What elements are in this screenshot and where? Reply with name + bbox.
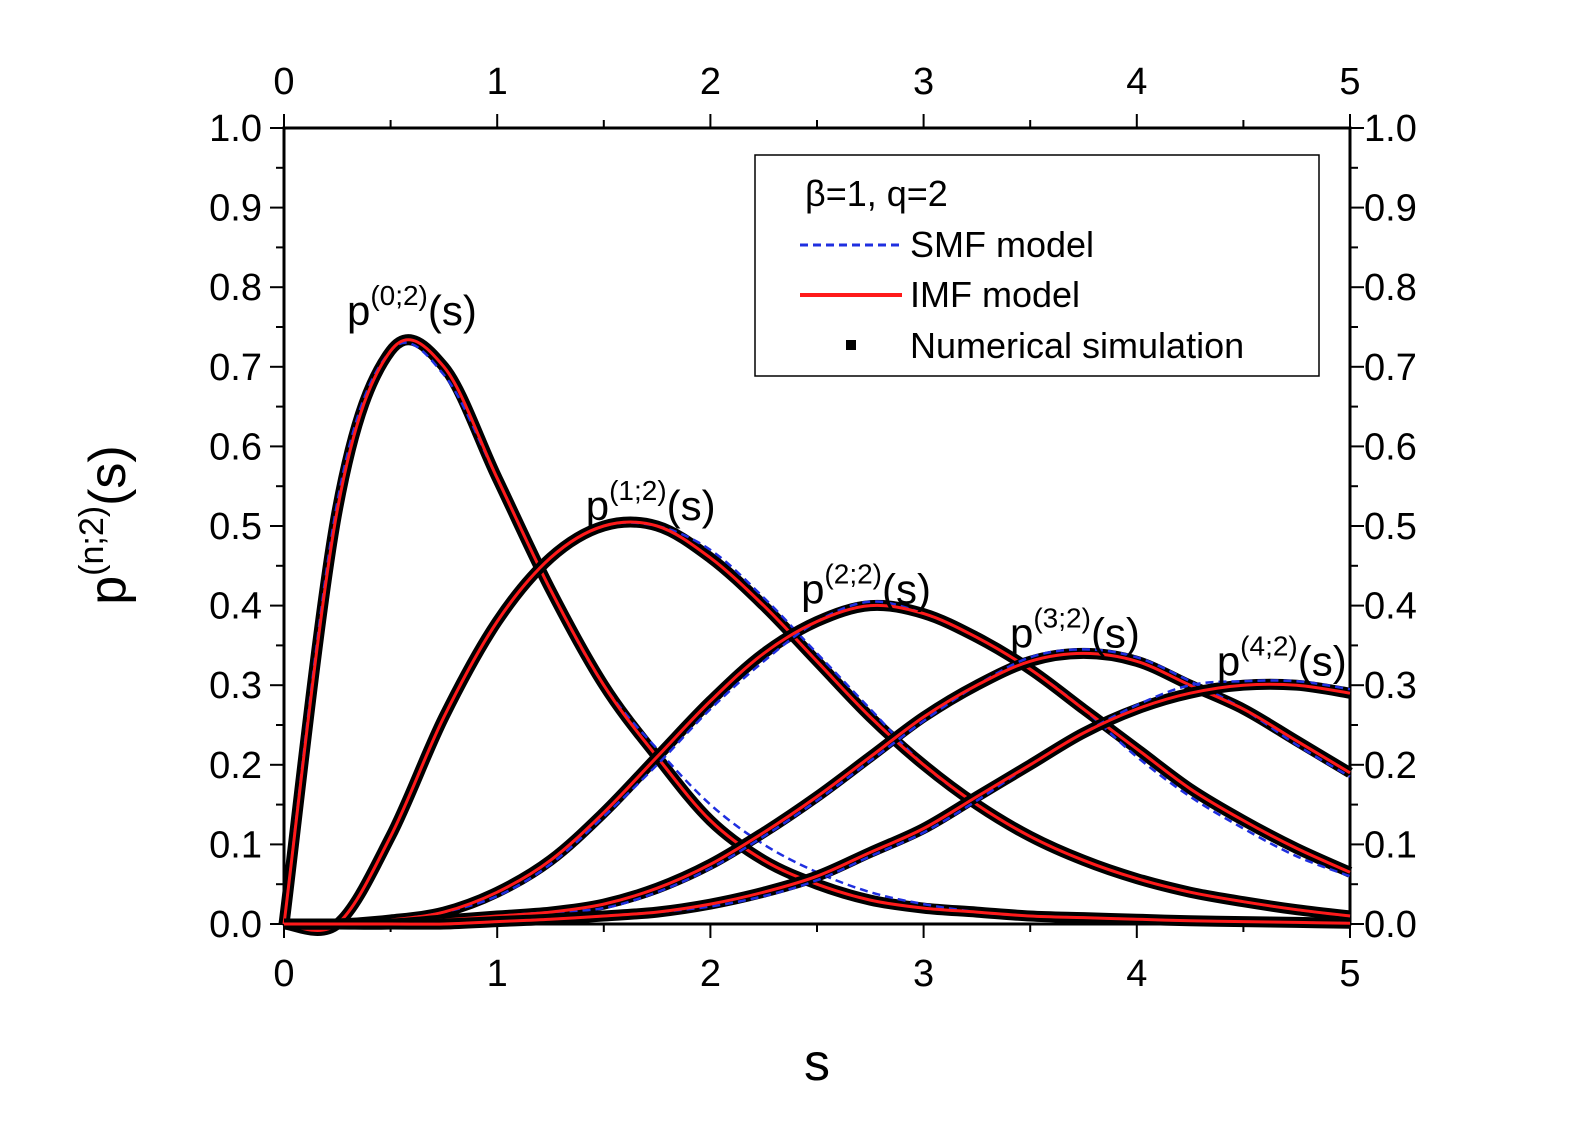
x-tick-label-top: 5 bbox=[1339, 61, 1360, 103]
curve-label-1: p(1;2)(s) bbox=[586, 475, 716, 529]
legend-label-imf: IMF model bbox=[910, 274, 1080, 315]
curve-label-tail: (s) bbox=[1298, 637, 1347, 684]
y-tick-label-right: 0.2 bbox=[1364, 745, 1417, 787]
curve-label-3: p(3;2)(s) bbox=[1010, 602, 1140, 656]
y-tick-label-right: 0.5 bbox=[1364, 506, 1417, 548]
curve-label-0: p(0;2)(s) bbox=[347, 280, 477, 334]
imf-curve-n=2 bbox=[283, 603, 1351, 926]
x-tick-label-bottom: 3 bbox=[913, 953, 934, 995]
y-tick-label-left: 1.0 bbox=[209, 108, 262, 150]
data-curves bbox=[278, 334, 1353, 936]
curve-label-sup: (4;2) bbox=[1240, 630, 1298, 661]
x-axis-title: s bbox=[804, 1034, 830, 1092]
imf-curve-n=0 bbox=[282, 338, 1351, 925]
y-axis-title-tail: (s) bbox=[79, 445, 137, 506]
legend-swatch-sim bbox=[846, 340, 856, 350]
y-tick-label-left: 0.3 bbox=[209, 665, 262, 707]
y-tick-label-right: 0.8 bbox=[1364, 267, 1417, 309]
curve-label-sup: (0;2) bbox=[370, 280, 428, 311]
curve-label-2: p(2;2)(s) bbox=[801, 559, 931, 613]
curve-label-tail: (s) bbox=[1091, 609, 1140, 656]
y-axis-title: p(n;2)(s) bbox=[73, 445, 137, 604]
curve-label-tail: (s) bbox=[882, 566, 931, 613]
y-axis-title-sup: (n;2) bbox=[73, 506, 111, 576]
curve-label-sup: (3;2) bbox=[1033, 602, 1091, 633]
y-tick-label-right: 0.0 bbox=[1364, 904, 1417, 946]
y-tick-label-left: 0.9 bbox=[209, 188, 262, 230]
y-tick-label-left: 0.5 bbox=[209, 506, 262, 548]
x-tick-label-top: 4 bbox=[1126, 61, 1147, 103]
y-tick-label-left: 0.0 bbox=[209, 904, 262, 946]
curve-label-base: p bbox=[801, 566, 824, 613]
y-tick-label-left: 0.4 bbox=[209, 586, 262, 628]
curve-label-base: p bbox=[586, 482, 609, 529]
curve-label-tail: (s) bbox=[667, 482, 716, 529]
curve-label-base: p bbox=[1217, 637, 1240, 684]
simulation-curve-n=0 bbox=[278, 334, 1351, 929]
imf-curve-n=4 bbox=[284, 682, 1351, 926]
x-tick-label-top: 3 bbox=[913, 61, 934, 103]
smf-curve-n=0 bbox=[282, 341, 1351, 925]
legend-box bbox=[754, 154, 1320, 377]
curve-label-base: p bbox=[347, 287, 370, 334]
curve-label-sup: (2;2) bbox=[824, 559, 882, 590]
y-tick-label-right: 0.3 bbox=[1364, 665, 1417, 707]
legend-header: β=1, q=2 bbox=[805, 173, 948, 214]
x-tick-label-top: 2 bbox=[700, 61, 721, 103]
y-tick-label-right: 1.0 bbox=[1364, 108, 1417, 150]
y-tick-label-left: 0.6 bbox=[209, 426, 262, 468]
y-tick-label-left: 0.2 bbox=[209, 745, 262, 787]
x-tick-label-bottom: 0 bbox=[273, 953, 294, 995]
axis-ticks bbox=[270, 114, 1364, 938]
y-tick-label-left: 0.1 bbox=[209, 824, 262, 866]
y-tick-label-right: 0.9 bbox=[1364, 188, 1417, 230]
curve-label-tail: (s) bbox=[428, 287, 477, 334]
y-tick-label-right: 0.1 bbox=[1364, 824, 1417, 866]
y-tick-label-right: 0.6 bbox=[1364, 426, 1417, 468]
curve-label-sup: (1;2) bbox=[609, 475, 667, 506]
x-tick-label-top: 0 bbox=[273, 61, 294, 103]
legend-label-sim: Numerical simulation bbox=[910, 325, 1244, 366]
y-axis-title-base: p bbox=[79, 576, 137, 605]
curve-label-base: p bbox=[1010, 609, 1033, 656]
y-tick-label-left: 0.8 bbox=[209, 267, 262, 309]
curve-label-4: p(4;2)(s) bbox=[1217, 630, 1347, 684]
x-tick-label-bottom: 1 bbox=[487, 953, 508, 995]
x-tick-label-bottom: 4 bbox=[1126, 953, 1147, 995]
y-tick-label-right: 0.4 bbox=[1364, 586, 1417, 628]
x-tick-label-bottom: 2 bbox=[700, 953, 721, 995]
legend-label-smf: SMF model bbox=[910, 224, 1094, 265]
y-tick-label-right: 0.7 bbox=[1364, 347, 1417, 389]
legend: β=1, q=2 SMF model IMF model Numerical s… bbox=[754, 154, 1320, 377]
x-tick-label-top: 1 bbox=[487, 61, 508, 103]
x-tick-label-bottom: 5 bbox=[1339, 953, 1360, 995]
y-tick-label-left: 0.7 bbox=[209, 347, 262, 389]
curve-labels: p(0;2)(s)p(1;2)(s)p(2;2)(s)p(3;2)(s)p(4;… bbox=[347, 280, 1347, 684]
smf-curve-n=3 bbox=[284, 648, 1351, 926]
